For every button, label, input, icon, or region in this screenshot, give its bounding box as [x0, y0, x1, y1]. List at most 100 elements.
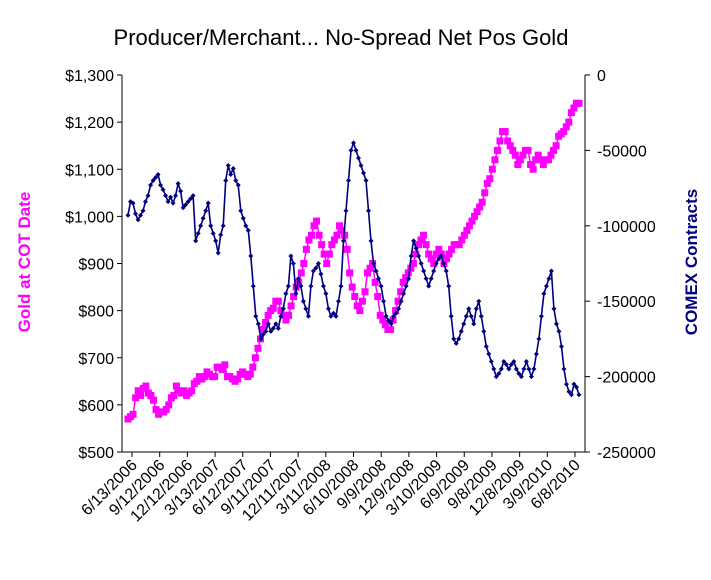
data-point — [393, 310, 399, 316]
data-point — [493, 374, 499, 380]
data-point — [381, 298, 387, 304]
data-point — [378, 283, 384, 289]
data-point — [348, 283, 356, 291]
data-point — [238, 208, 244, 214]
data-point — [435, 245, 443, 253]
data-point — [320, 283, 326, 289]
data-point — [353, 302, 361, 310]
data-point — [361, 288, 369, 296]
data-point — [155, 172, 161, 178]
data-point — [421, 268, 427, 274]
data-point — [259, 325, 267, 333]
data-point — [218, 232, 224, 238]
data-point — [262, 318, 270, 326]
data-point — [277, 307, 285, 315]
data-point — [397, 288, 405, 296]
data-point — [571, 381, 577, 387]
data-point — [508, 362, 514, 368]
data-point — [373, 268, 379, 274]
data-point — [506, 366, 512, 372]
data-point — [451, 336, 457, 342]
data-point — [526, 366, 532, 372]
left-tick-label: $1,200 — [65, 115, 114, 132]
data-point — [303, 306, 309, 312]
data-point — [335, 222, 343, 230]
data-point — [290, 292, 298, 300]
right-tick-label: -200000 — [597, 370, 656, 387]
data-point — [544, 156, 552, 164]
data-point — [363, 178, 369, 184]
data-point — [298, 283, 304, 289]
data-point — [552, 142, 560, 150]
data-point — [165, 199, 171, 205]
data-point — [416, 253, 422, 259]
data-point — [210, 230, 216, 236]
data-point — [158, 182, 164, 188]
data-point — [438, 253, 444, 259]
data-point — [315, 231, 323, 239]
data-point — [270, 325, 276, 331]
data-point — [519, 151, 527, 159]
data-point — [282, 316, 290, 324]
data-point — [130, 200, 136, 206]
data-point — [310, 222, 318, 230]
data-point — [268, 328, 274, 334]
data-point — [504, 137, 512, 145]
data-point — [414, 241, 422, 249]
data-point — [275, 325, 281, 331]
data-point — [315, 261, 321, 266]
data-point — [220, 223, 226, 229]
data-point — [188, 196, 194, 202]
data-point — [567, 109, 575, 117]
data-point — [481, 189, 489, 197]
data-point — [313, 217, 321, 225]
data-point — [433, 261, 439, 266]
data-point — [491, 366, 497, 372]
data-point — [263, 328, 269, 334]
data-point — [443, 255, 451, 263]
data-point — [371, 261, 377, 266]
data-point — [185, 199, 191, 205]
data-point — [418, 261, 424, 266]
data-point — [283, 291, 289, 297]
right-tick-label: 0 — [597, 68, 606, 85]
data-point — [203, 208, 209, 214]
data-point — [343, 245, 351, 253]
data-point — [471, 321, 477, 327]
data-point — [513, 366, 519, 372]
data-point — [486, 351, 492, 357]
data-point — [153, 175, 159, 181]
data-point — [548, 268, 554, 274]
data-point — [223, 178, 229, 184]
data-point — [553, 321, 559, 327]
data-point — [379, 316, 387, 324]
data-point — [426, 283, 432, 289]
data-point — [558, 343, 564, 349]
data-point — [285, 283, 291, 289]
data-point — [218, 366, 226, 374]
data-point — [501, 359, 507, 365]
data-point — [411, 238, 417, 244]
data-point — [195, 230, 201, 236]
data-point — [225, 162, 231, 168]
data-point — [228, 172, 234, 178]
data-point — [280, 306, 286, 312]
data-point — [488, 359, 494, 365]
data-point — [551, 306, 557, 312]
data-point — [213, 238, 219, 244]
data-point — [253, 313, 259, 319]
data-point — [147, 391, 155, 399]
data-point — [539, 161, 547, 169]
data-point — [576, 392, 582, 398]
data-point — [211, 373, 219, 381]
data-point — [148, 182, 154, 188]
data-point — [250, 283, 256, 289]
data-point — [215, 250, 221, 256]
data-point — [388, 321, 394, 327]
data-point — [431, 268, 437, 274]
data-point — [340, 238, 346, 244]
data-point — [338, 283, 344, 289]
data-point — [248, 253, 254, 259]
left-axis-ticks: $500 $600 $700 $800 $900 $1,000 $1,100 $1,200 $1… — [65, 68, 122, 462]
data-point — [573, 384, 579, 390]
